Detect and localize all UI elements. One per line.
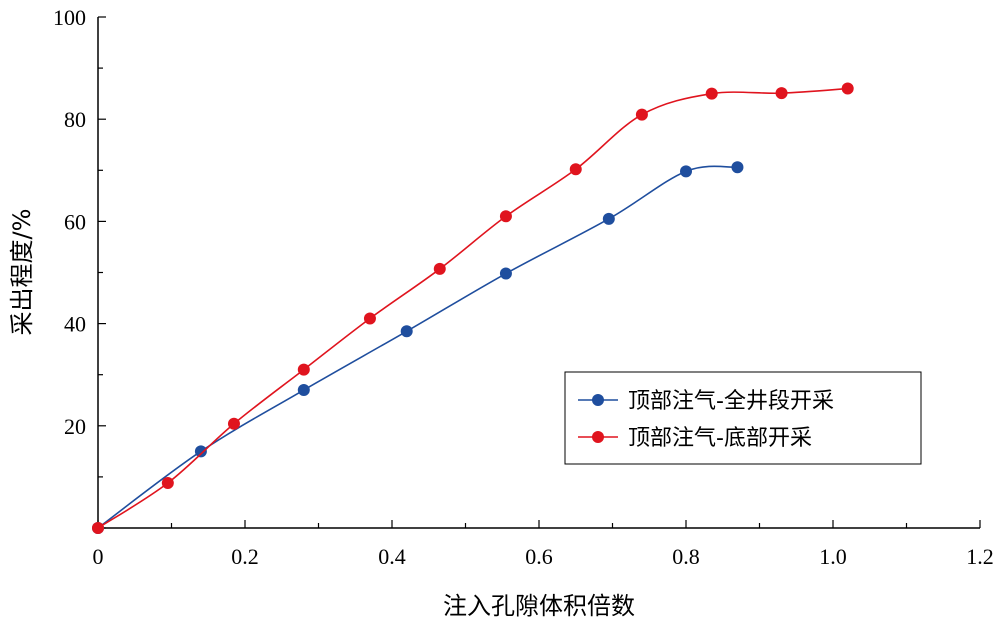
y-tick-label: 100 [53, 5, 86, 30]
data-point-series-2 [841, 82, 854, 95]
y-axis-title: 采出程度/% [8, 209, 36, 336]
data-point-series-2 [161, 477, 174, 490]
data-point-series-2 [363, 312, 376, 325]
series-line-1 [97, 165, 738, 529]
data-point-series-1 [499, 267, 512, 280]
data-point-series-2 [705, 87, 718, 100]
legend-label-series-1: 顶部注气-全井段开采 [628, 389, 834, 414]
x-tick-label: 1.0 [819, 544, 847, 569]
data-point-series-2 [775, 87, 788, 100]
data-point-series-2 [297, 363, 310, 376]
y-tick-label: 80 [64, 107, 86, 132]
legend-label-series-2: 顶部注气-底部开采 [628, 426, 812, 451]
series-layer [92, 82, 854, 534]
data-point-series-1 [680, 165, 692, 178]
x-tick-label: 0.4 [378, 544, 406, 569]
data-point-series-2 [227, 417, 240, 430]
data-point-series-1 [602, 212, 615, 225]
data-point-series-1 [400, 325, 413, 338]
y-tick-label: 20 [64, 414, 86, 439]
legend-marker-series-1 [592, 394, 604, 406]
data-point-series-1 [194, 445, 207, 458]
data-point-series-1 [731, 161, 744, 174]
x-tick-label: 0.6 [525, 544, 553, 569]
x-tick-label: 0.8 [672, 544, 700, 569]
legend-marker-series-2 [592, 431, 604, 443]
y-tick-label: 40 [64, 312, 86, 337]
axis-ticks: 0 0.2 0.4 0.6 0.8 1.0 1.2 20 40 60 80 100 [53, 5, 994, 569]
x-tick-label: 0 [93, 544, 104, 569]
data-point-series-2 [569, 163, 582, 176]
x-tick-label: 0.2 [231, 544, 259, 569]
data-point-series-2 [433, 262, 446, 275]
data-point-series-2 [635, 108, 648, 121]
data-point-series-2 [92, 522, 104, 534]
legend: 顶部注气-全井段开采 顶部注气-底部开采 [564, 371, 922, 465]
x-tick-label: 1.2 [966, 544, 994, 569]
y-tick-label: 60 [64, 209, 86, 234]
data-point-series-1 [297, 384, 310, 397]
x-axis-title: 注入孔隙体积倍数 [443, 592, 635, 620]
legend-box [564, 371, 922, 465]
data-point-series-2 [499, 210, 512, 223]
